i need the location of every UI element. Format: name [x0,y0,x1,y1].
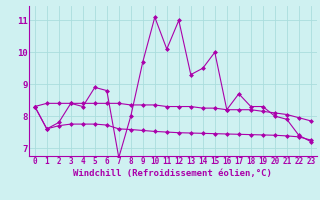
X-axis label: Windchill (Refroidissement éolien,°C): Windchill (Refroidissement éolien,°C) [73,169,272,178]
